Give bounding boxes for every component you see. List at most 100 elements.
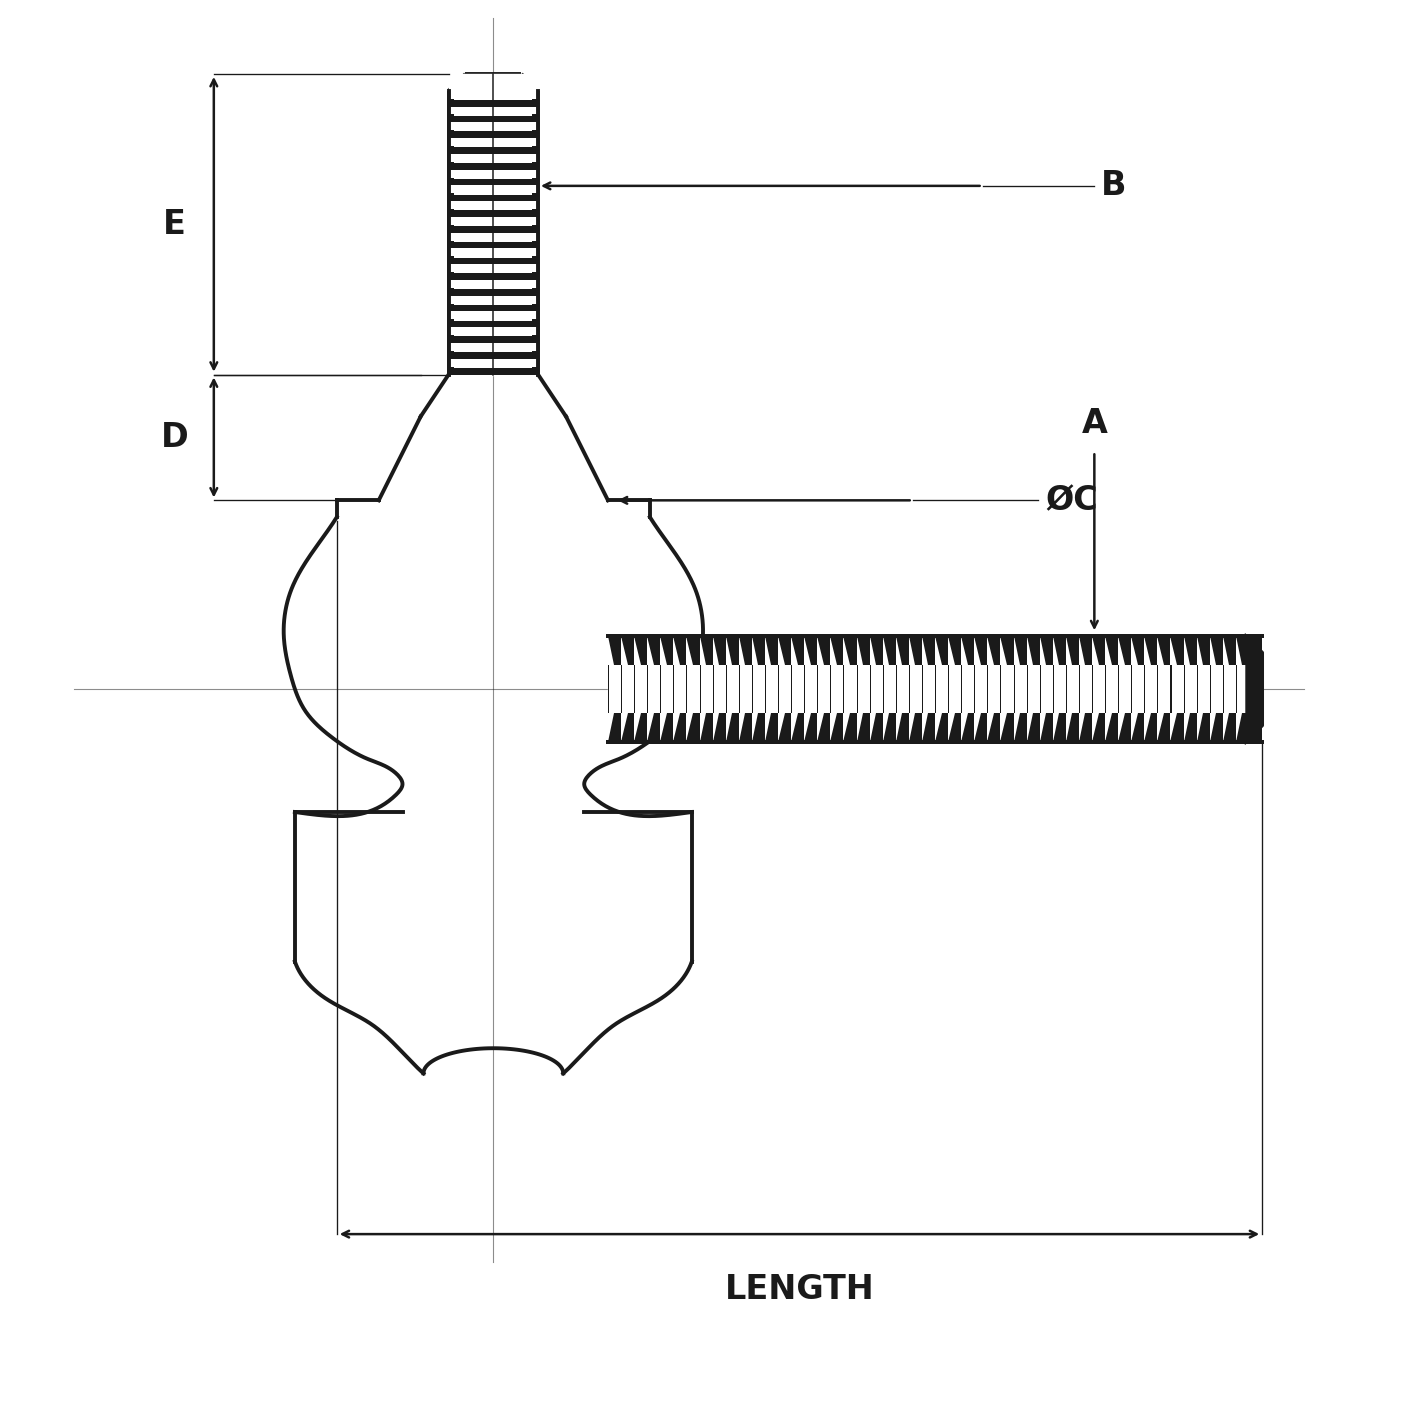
Polygon shape: [792, 713, 804, 742]
Polygon shape: [1078, 636, 1092, 665]
Polygon shape: [935, 713, 948, 742]
Polygon shape: [449, 75, 538, 374]
Polygon shape: [987, 636, 1001, 665]
Polygon shape: [454, 287, 533, 290]
Polygon shape: [449, 273, 538, 280]
Polygon shape: [1184, 636, 1197, 665]
Polygon shape: [1092, 713, 1105, 742]
Polygon shape: [1118, 713, 1132, 742]
Polygon shape: [896, 636, 908, 665]
Polygon shape: [1246, 636, 1263, 742]
Polygon shape: [725, 636, 738, 665]
Polygon shape: [1144, 636, 1157, 665]
Polygon shape: [621, 713, 634, 742]
Polygon shape: [454, 224, 533, 226]
Polygon shape: [449, 319, 538, 328]
Polygon shape: [1223, 713, 1236, 742]
Polygon shape: [856, 713, 869, 742]
Polygon shape: [449, 288, 538, 295]
Polygon shape: [922, 713, 935, 742]
Polygon shape: [1184, 713, 1197, 742]
Polygon shape: [1014, 636, 1026, 665]
Polygon shape: [1209, 636, 1223, 665]
Polygon shape: [869, 713, 883, 742]
Polygon shape: [987, 713, 1001, 742]
Polygon shape: [449, 225, 538, 232]
Polygon shape: [1039, 636, 1053, 665]
Polygon shape: [647, 713, 661, 742]
Polygon shape: [1118, 636, 1132, 665]
Polygon shape: [974, 636, 987, 665]
Polygon shape: [449, 209, 538, 217]
Polygon shape: [713, 636, 725, 665]
Polygon shape: [752, 713, 765, 742]
Polygon shape: [935, 636, 948, 665]
Polygon shape: [817, 713, 831, 742]
Polygon shape: [778, 713, 792, 742]
Polygon shape: [700, 636, 713, 665]
Polygon shape: [1066, 713, 1078, 742]
Text: E: E: [163, 208, 186, 240]
Polygon shape: [738, 636, 752, 665]
Polygon shape: [844, 713, 856, 742]
Polygon shape: [974, 713, 987, 742]
Polygon shape: [908, 713, 922, 742]
Polygon shape: [856, 636, 869, 665]
Polygon shape: [454, 366, 533, 368]
Polygon shape: [449, 335, 538, 343]
Polygon shape: [449, 177, 538, 186]
Polygon shape: [449, 193, 538, 201]
Polygon shape: [738, 713, 752, 742]
Text: B: B: [1101, 169, 1126, 202]
Polygon shape: [804, 713, 817, 742]
Polygon shape: [454, 271, 533, 273]
Polygon shape: [1001, 636, 1014, 665]
Polygon shape: [1157, 636, 1170, 665]
Polygon shape: [1026, 713, 1039, 742]
Polygon shape: [454, 193, 533, 194]
Polygon shape: [869, 636, 883, 665]
Polygon shape: [725, 713, 738, 742]
Polygon shape: [449, 131, 538, 138]
Polygon shape: [1223, 636, 1236, 665]
Polygon shape: [1105, 636, 1118, 665]
Polygon shape: [454, 318, 533, 321]
Polygon shape: [1209, 713, 1223, 742]
Polygon shape: [1236, 713, 1249, 742]
Polygon shape: [449, 304, 538, 312]
Polygon shape: [804, 636, 817, 665]
Polygon shape: [607, 713, 621, 742]
Polygon shape: [454, 145, 533, 148]
Polygon shape: [1249, 636, 1263, 665]
Polygon shape: [1157, 713, 1170, 742]
Polygon shape: [454, 176, 533, 179]
Polygon shape: [686, 713, 700, 742]
Polygon shape: [1092, 636, 1105, 665]
Polygon shape: [1078, 713, 1092, 742]
Polygon shape: [908, 636, 922, 665]
Polygon shape: [1039, 713, 1053, 742]
Polygon shape: [647, 636, 661, 665]
Polygon shape: [778, 636, 792, 665]
Text: LENGTH: LENGTH: [724, 1274, 875, 1306]
Polygon shape: [1105, 713, 1118, 742]
Polygon shape: [765, 636, 778, 665]
Polygon shape: [449, 240, 538, 249]
Polygon shape: [673, 636, 686, 665]
Polygon shape: [449, 98, 538, 107]
Polygon shape: [454, 239, 533, 242]
Polygon shape: [454, 129, 533, 132]
Polygon shape: [948, 636, 962, 665]
Polygon shape: [1066, 636, 1078, 665]
Polygon shape: [1053, 636, 1066, 665]
Polygon shape: [883, 713, 896, 742]
Polygon shape: [661, 636, 673, 665]
Polygon shape: [454, 254, 533, 257]
Polygon shape: [765, 713, 778, 742]
Polygon shape: [449, 162, 538, 170]
Polygon shape: [673, 713, 686, 742]
Polygon shape: [962, 713, 974, 742]
Polygon shape: [1053, 713, 1066, 742]
Polygon shape: [700, 713, 713, 742]
Polygon shape: [454, 350, 533, 352]
